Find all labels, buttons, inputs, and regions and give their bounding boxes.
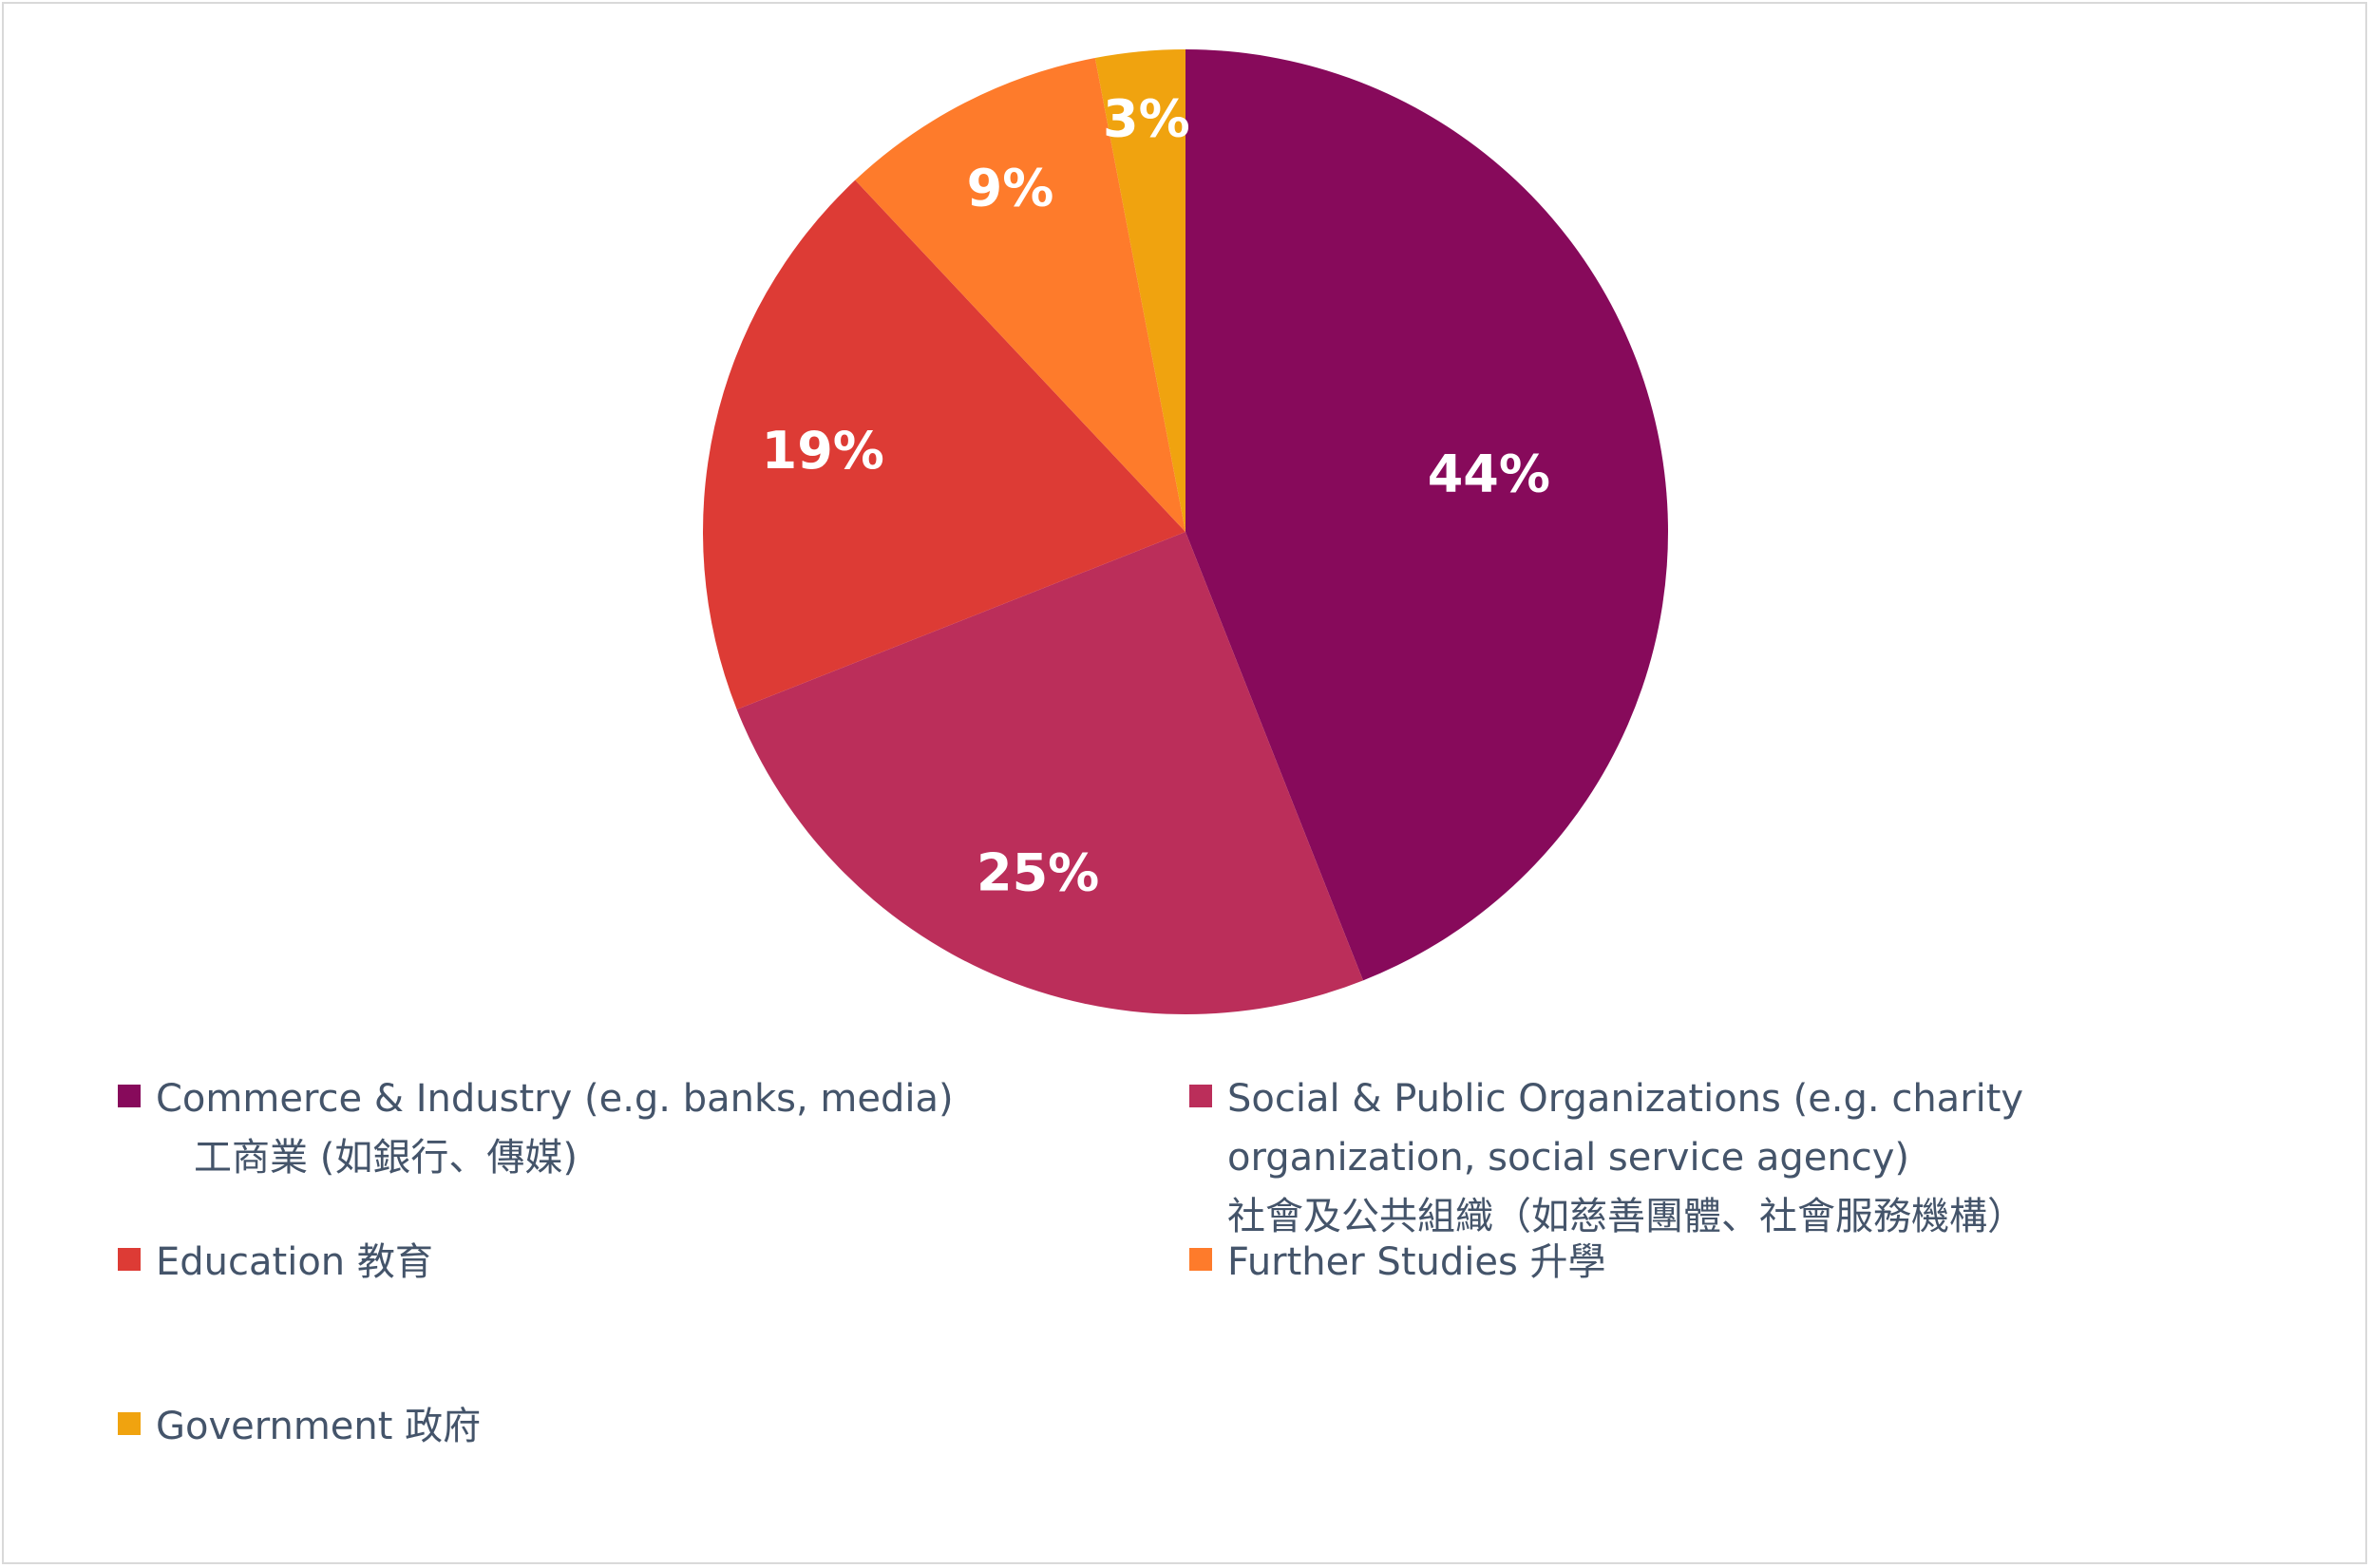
legend-label-social-public: Social & Public Organizations (e.g. char… — [1227, 1077, 2025, 1238]
legend-swatch-further-studies — [1189, 1248, 1212, 1271]
pie-slice-0 — [1186, 49, 1668, 981]
pie-slice-label-0: 44% — [1428, 444, 1550, 504]
pie-slice-2 — [703, 179, 1186, 710]
legend-item-commerce-industry: Commerce & Industry (e.g. banks, media) … — [118, 1069, 954, 1187]
pie-slice-label-1: 25% — [977, 842, 1099, 902]
legend-label-education: Education 教育 — [156, 1240, 433, 1284]
pie-slice-4 — [1094, 49, 1186, 532]
legend-swatch-commerce-industry — [118, 1085, 141, 1107]
pie-slice-label-3: 9% — [967, 158, 1054, 217]
pie-slice-3 — [855, 57, 1186, 532]
legend-swatch-government — [118, 1412, 141, 1435]
legend-label-further-studies: Further Studies 升學 — [1227, 1240, 1606, 1284]
legend-swatch-education — [118, 1248, 141, 1271]
legend-item-further-studies: Further Studies 升學 — [1189, 1233, 1606, 1292]
legend-item-social-public: Social & Public Organizations (e.g. char… — [1189, 1069, 2025, 1246]
legend-swatch-social-public — [1189, 1085, 1212, 1107]
legend-label-commerce-industry: Commerce & Industry (e.g. banks, media) … — [156, 1077, 954, 1180]
pie-labels: 44% 25% 19% 9% 3% — [762, 89, 1550, 903]
pie-slices — [703, 49, 1668, 1015]
pie-slice-1 — [736, 532, 1364, 1015]
legend-item-government: Government 政府 — [118, 1397, 481, 1456]
legend-label-government: Government 政府 — [156, 1405, 482, 1448]
pie-slice-label-2: 19% — [762, 421, 884, 481]
pie-slice-label-4: 3% — [1103, 89, 1190, 149]
legend-item-education: Education 教育 — [118, 1233, 433, 1292]
